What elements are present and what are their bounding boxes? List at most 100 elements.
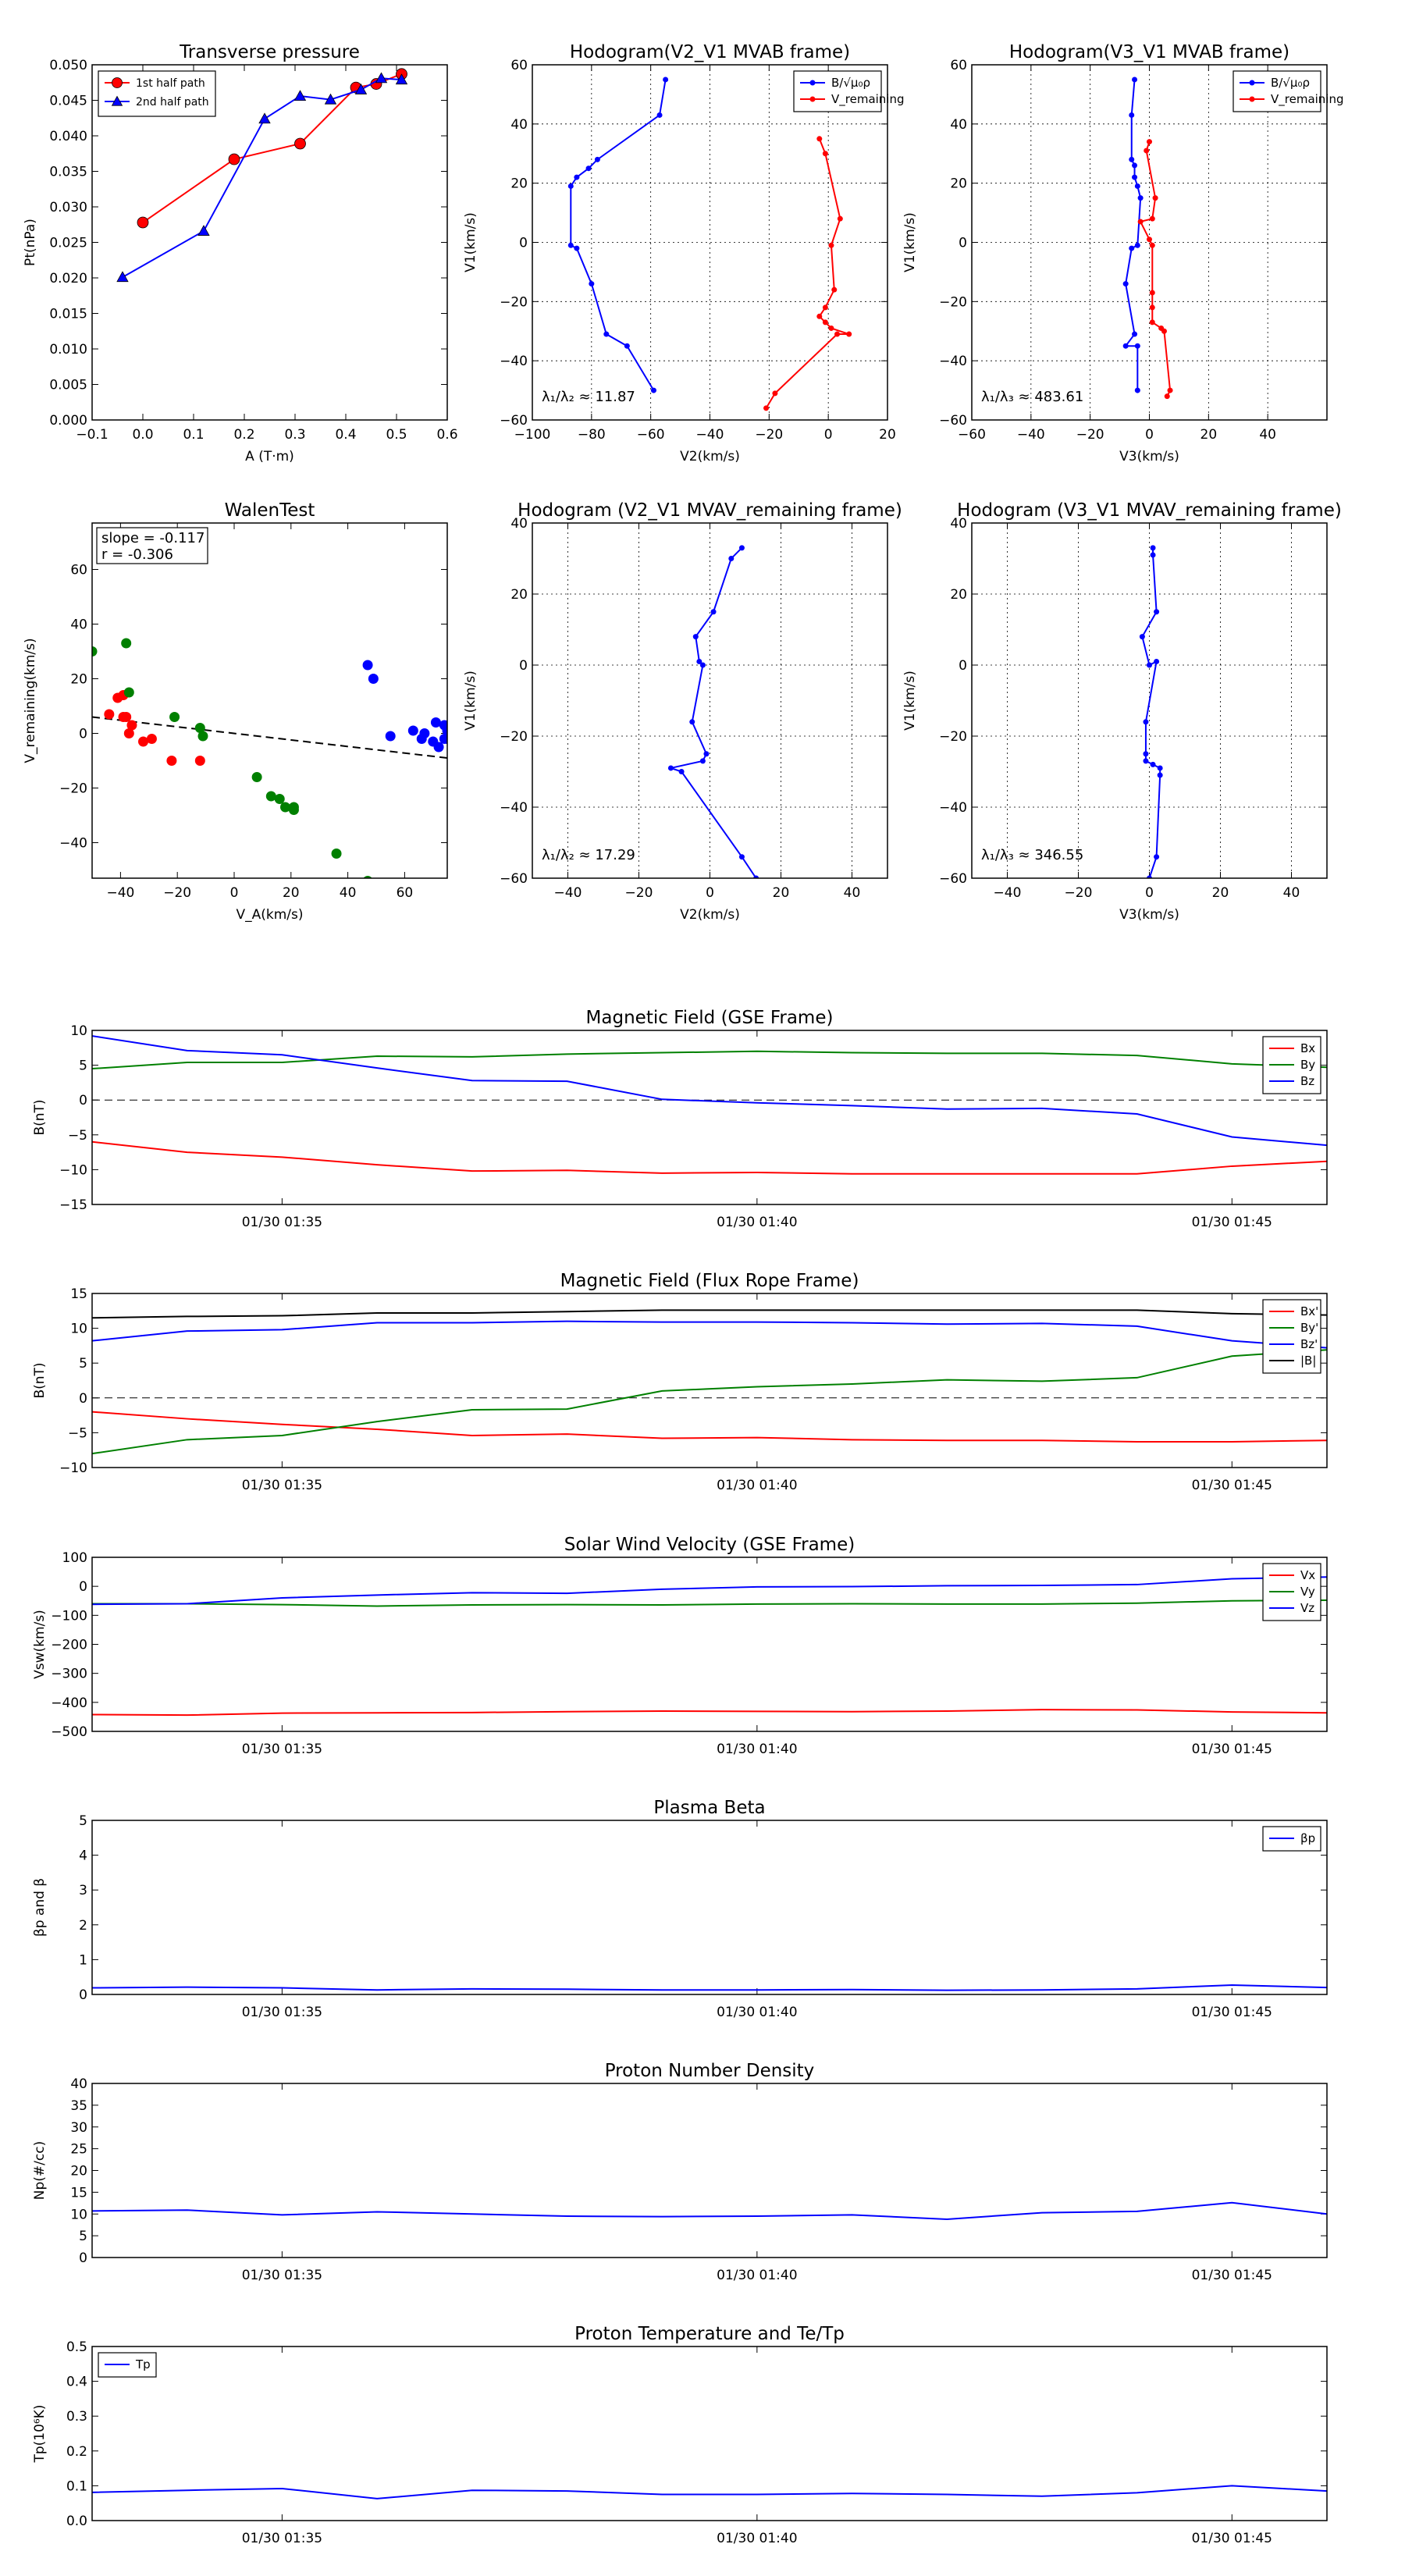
chart-mag_gse: 01/30 01:35 01/30 01:40 01/30 01:45 −15 −10 −… [32,1008,1328,1230]
legend: 1st half path 2nd half path [98,70,216,117]
legend-label: V_remaining [831,92,905,107]
data-point [1143,751,1149,757]
legend-label: Vy [1300,1585,1315,1599]
x-axis-label: V_A(km/s) [236,907,303,923]
series-line-1 [92,1050,1327,1070]
data-point [585,165,592,172]
y-tick-label: 5 [79,2229,87,2244]
y-tick-label: 0.025 [49,236,87,251]
y-tick-label: 0 [79,727,87,742]
y-tick-label: 5 [79,1059,87,1074]
y-tick-label: 2 [79,1918,87,1934]
series-line-1 [765,138,850,409]
series-line-0 [92,1411,1327,1443]
legend-marker [111,95,123,106]
data-point [116,271,129,283]
data-point [1134,387,1140,393]
y-tick-label: 10 [70,1322,87,1337]
legend-label: Vz [1300,1601,1314,1615]
x-tick-label: 01/30 01:35 [242,1742,322,1757]
data-point [728,556,735,561]
x-tick-label: 01/30 01:45 [1192,1742,1272,1757]
data-point [1122,281,1129,287]
x-axis-label: V2(km/s) [680,449,740,464]
series-line-0 [1141,547,1161,878]
data-point [1143,758,1149,764]
x-tick-label: 0.4 [335,427,356,443]
series-line-0 [570,79,667,391]
y-tick-label: 0.005 [49,378,87,393]
y-tick-label: 0 [519,658,528,674]
legend-label: Bx [1300,1041,1315,1055]
chart-tpt: 01/30 01:35 01/30 01:40 01/30 01:45 0.0 0.1 0… [32,2324,1328,2546]
data-point [1137,219,1144,225]
data-point [1122,343,1129,349]
data-point [822,151,828,157]
plot-frame [971,522,1328,879]
x-tick-label: 01/30 01:35 [242,2005,322,2020]
y-tick-label: 0.015 [49,307,87,322]
x-tick-label: 01/30 01:35 [242,1215,322,1230]
data-point [1149,242,1155,248]
chart-title: WalenTest [225,500,315,521]
y-tick-label: 0.035 [49,165,87,180]
data-point [1150,761,1156,767]
y-tick-label: −60 [500,871,528,887]
x-tick-label: 20 [1212,885,1229,901]
x-tick-label: 40 [340,885,357,901]
x-tick-label: −100 [514,427,551,443]
x-tick-label: 01/30 01:45 [1192,1478,1272,1493]
y-tick-label: −10 [59,1461,87,1476]
plot-frame [91,2083,1328,2258]
data-point [667,765,674,771]
data-point [1147,139,1152,145]
data-point [258,112,271,124]
y-tick-label: −5 [68,1128,87,1144]
data-point [1132,162,1138,169]
chart-title: Plasma Beta [653,1798,765,1818]
data-layer [92,1309,1327,1455]
x-tick-label: 0 [824,427,833,443]
y-tick-label: 0 [79,1093,87,1108]
data-point [1150,552,1156,558]
scatter-point [169,712,180,722]
series-line-2 [92,1320,1327,1349]
legend-label: 2nd half path [136,96,209,109]
data-point [1157,772,1163,778]
series-line-1 [1139,141,1172,397]
chart-hodo1: −100 −80 −60 −40 −20 0 20 −60 −40 −20 0 20 40 60 Hodog… [463,42,905,464]
y-tick-label: −500 [51,1724,87,1740]
data-point [1129,112,1135,118]
x-tick-label: 20 [1200,427,1218,443]
y-axis-label: B(nT) [32,1099,48,1135]
x-tick-label: 01/30 01:40 [717,2268,797,2283]
x-tick-label: −40 [1017,427,1045,443]
legend-marker [1249,80,1255,86]
stats-line: r = -0.306 [101,546,173,563]
legend-label: By [1300,1058,1315,1072]
y-tick-label: 20 [70,2164,87,2179]
y-tick-label: 20 [70,672,87,688]
y-tick-label: 0.045 [49,94,87,109]
y-tick-label: 60 [950,58,967,73]
data-point [699,662,706,668]
y-tick-label: 20 [950,587,967,603]
y-axis-label: V_remaining(km/s) [23,638,38,763]
chart-hodo2: −60 −40 −20 0 20 40 −60 −40 −20 0 20 40 60 Hodogram(V… [902,42,1344,464]
y-axis-label: Np(#/cc) [32,2141,48,2200]
x-tick-label: 0.5 [386,427,407,443]
data-point [395,73,408,85]
y-tick-label: 0 [959,236,967,251]
data-point [294,137,306,150]
x-tick-label: −20 [163,885,191,901]
data-layer [1139,545,1163,878]
y-tick-label: 0.010 [49,342,87,358]
plot-frame [91,1030,1328,1205]
x-tick-label: 01/30 01:45 [1192,1215,1272,1230]
data-layer [92,1984,1327,1991]
legend: Vx Vy Vz [1262,1563,1321,1621]
stats-line: slope = -0.117 [101,530,205,546]
annotation-text: λ₁/λ₂ ≈ 17.29 [542,847,635,863]
chart-np: 01/30 01:35 01/30 01:40 01/30 01:45 0 5 10 15 2… [32,2061,1328,2283]
data-point [137,216,149,229]
